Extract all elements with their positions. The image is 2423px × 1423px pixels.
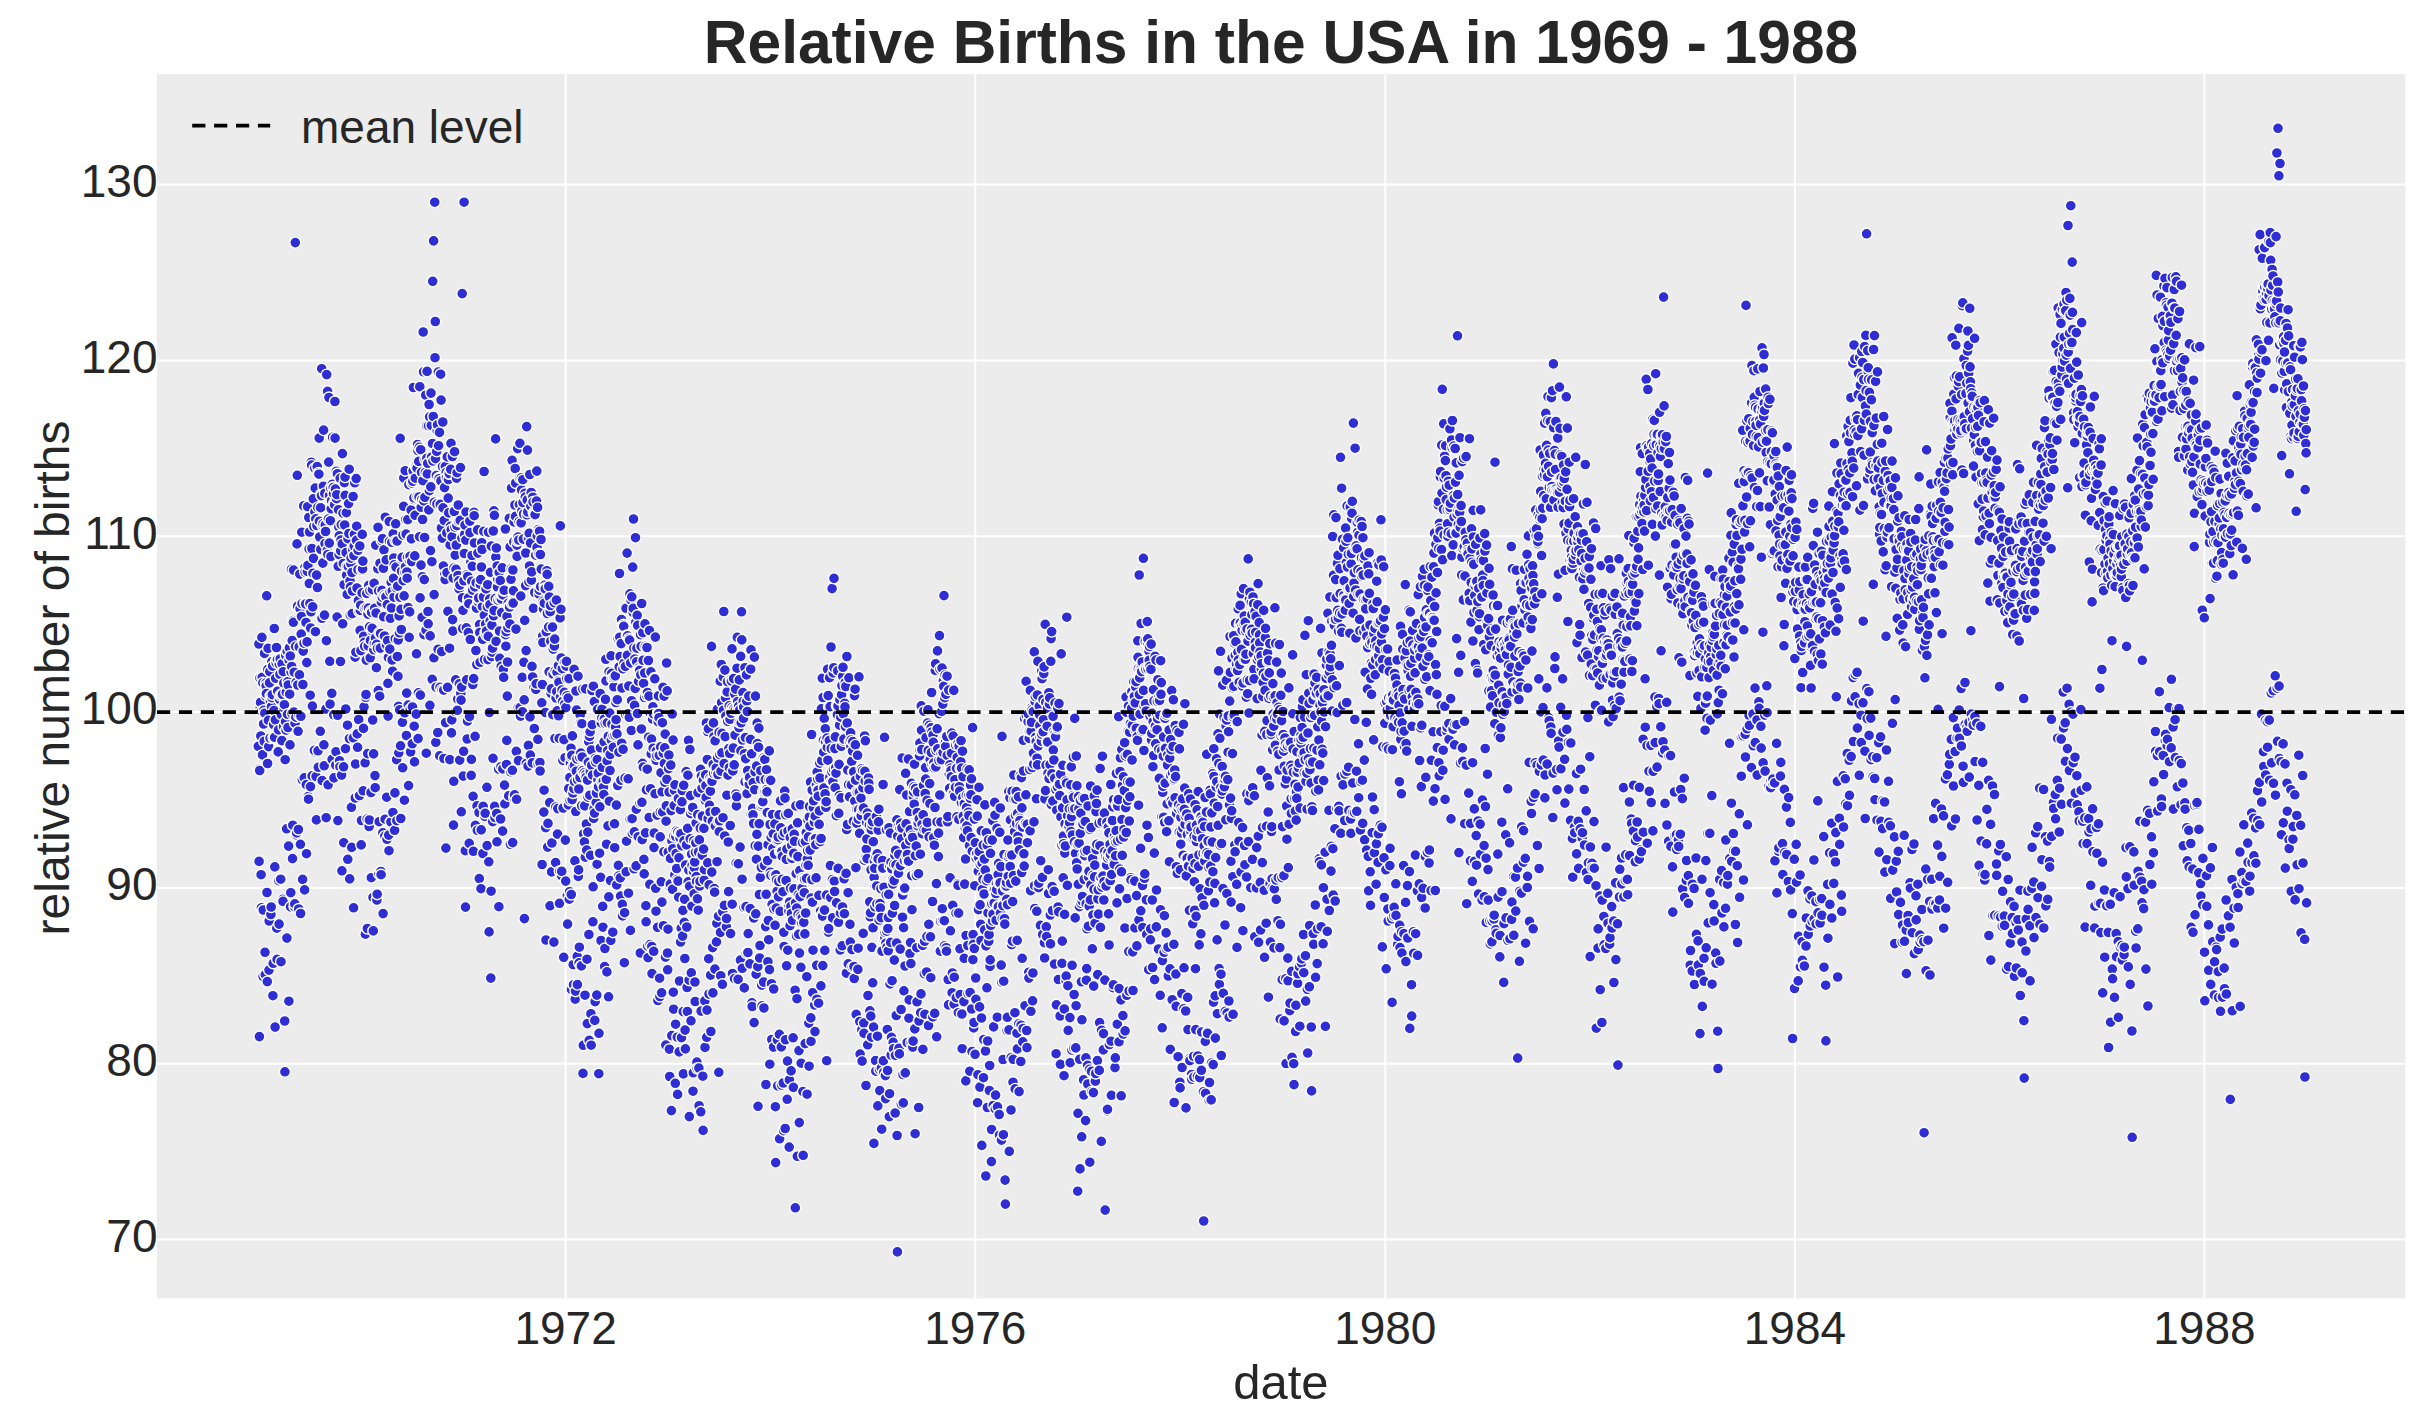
svg-text:1988: 1988 (2153, 1302, 2255, 1354)
svg-text:1976: 1976 (924, 1302, 1026, 1354)
svg-text:100: 100 (81, 682, 158, 734)
svg-text:date: date (1233, 1355, 1328, 1409)
svg-text:relative number of births: relative number of births (26, 421, 79, 936)
svg-text:mean level: mean level (301, 101, 523, 153)
svg-text:1972: 1972 (514, 1302, 616, 1354)
svg-text:1980: 1980 (1334, 1302, 1436, 1354)
svg-text:110: 110 (84, 507, 157, 559)
svg-text:90: 90 (106, 858, 157, 910)
svg-text:Relative Births in the USA in: Relative Births in the USA in 1969 - 198… (704, 8, 1858, 76)
svg-text:130: 130 (81, 155, 158, 207)
svg-text:80: 80 (106, 1034, 157, 1086)
svg-text:1984: 1984 (1744, 1302, 1846, 1354)
svg-text:120: 120 (81, 331, 158, 383)
svg-text:70: 70 (106, 1210, 157, 1262)
